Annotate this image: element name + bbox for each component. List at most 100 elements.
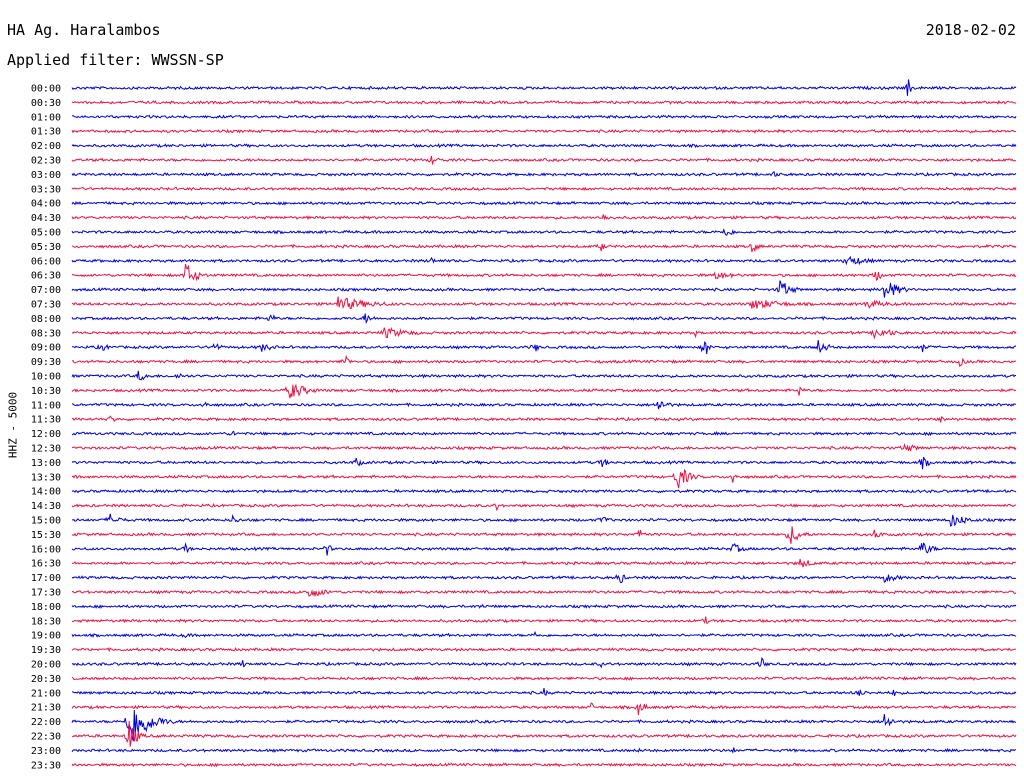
row-time-label: 12:30	[31, 444, 61, 455]
row-time-label: 02:00	[31, 141, 61, 152]
row-time-label: 01:30	[31, 127, 61, 138]
row-time-label: 21:00	[31, 688, 61, 699]
row-time-label: 22:00	[31, 717, 61, 728]
trace-row	[71, 79, 1017, 96]
row-time-label: 02:30	[31, 156, 61, 167]
row-time-label: 07:30	[31, 300, 61, 311]
trace-row	[71, 255, 1017, 266]
row-time-label: 14:00	[31, 487, 61, 498]
row-time-label: 19:30	[31, 645, 61, 656]
trace-row	[71, 383, 1017, 399]
trace-row	[71, 263, 1017, 282]
row-time-label: 23:30	[31, 760, 61, 771]
trace-row	[71, 630, 1017, 639]
row-time-label: 15:00	[31, 516, 61, 527]
row-time-label: 09:00	[31, 343, 61, 354]
trace-row	[71, 647, 1017, 653]
station-title: HA Ag. Haralambos	[7, 21, 161, 39]
trace-row	[71, 558, 1017, 568]
row-time-label: 17:30	[31, 588, 61, 599]
row-time-label: 18:30	[31, 616, 61, 627]
row-time-label: 18:00	[31, 602, 61, 613]
trace-row	[71, 200, 1017, 206]
row-time-label: 05:00	[31, 228, 61, 239]
filter-label: Applied filter: WWSSN-SP	[7, 51, 224, 69]
trace-row	[71, 327, 1017, 340]
trace-row	[71, 228, 1017, 236]
row-time-label: 04:30	[31, 213, 61, 224]
trace-row	[71, 280, 1017, 298]
trace-row	[71, 415, 1017, 423]
trace-row	[71, 340, 1017, 354]
trace-row	[71, 170, 1017, 177]
trace-row	[71, 616, 1017, 624]
trace-row	[71, 296, 1017, 310]
trace-row	[71, 709, 1016, 742]
trace-row	[71, 747, 1017, 754]
row-time-label: 07:00	[31, 285, 61, 296]
row-time-label: 10:30	[31, 386, 61, 397]
trace-row	[72, 720, 1017, 747]
row-time-label: 09:30	[31, 357, 61, 368]
trace-row	[71, 657, 1017, 669]
row-time-label: 12:00	[31, 429, 61, 440]
row-time-label: 20:00	[31, 660, 61, 671]
row-time-label: 13:30	[31, 472, 61, 483]
trace-row	[71, 468, 1017, 489]
trace-row	[71, 702, 1017, 716]
row-time-label: 10:00	[31, 372, 61, 383]
row-time-label: 06:00	[31, 256, 61, 267]
row-time-label: 16:30	[31, 559, 61, 570]
row-time-label: 00:00	[31, 84, 61, 95]
trace-row	[71, 401, 1017, 410]
row-time-label: 15:30	[31, 530, 61, 541]
trace-row	[72, 513, 1017, 527]
row-time-label: 00:30	[31, 98, 61, 109]
trace-row	[72, 688, 1017, 697]
trace-row	[71, 243, 1017, 253]
row-time-label: 06:30	[31, 271, 61, 282]
row-time-label: 13:00	[31, 458, 61, 469]
trace-row	[71, 456, 1017, 470]
row-time-label: 11:30	[31, 415, 61, 426]
trace-row	[71, 762, 1017, 768]
row-time-label: 01:00	[31, 112, 61, 123]
trace-row	[71, 443, 1017, 452]
trace-row	[71, 354, 1017, 368]
trace-row	[71, 430, 1017, 437]
trace-row	[71, 526, 1017, 544]
row-time-label: 19:00	[31, 631, 61, 642]
row-time-label: 08:00	[31, 314, 61, 325]
row-time-label: 03:30	[31, 184, 61, 195]
row-time-label: 11:00	[31, 400, 61, 411]
row-time-label: 16:00	[31, 544, 61, 555]
trace-row	[71, 143, 1017, 149]
trace-row	[71, 114, 1017, 120]
row-time-label: 03:00	[31, 170, 61, 181]
row-time-label: 14:30	[31, 501, 61, 512]
trace-row	[71, 574, 1017, 584]
row-time-label: 17:00	[31, 573, 61, 584]
trace-row	[71, 313, 1017, 325]
trace-row	[71, 502, 1017, 512]
trace-row	[71, 370, 1017, 381]
trace-row	[71, 675, 1017, 681]
trace-row	[71, 588, 1017, 597]
row-time-label: 21:30	[31, 703, 61, 714]
trace-row	[71, 155, 1017, 165]
trace-row	[71, 603, 1017, 609]
row-time-label: 04:00	[31, 199, 61, 210]
row-time-label: 05:30	[31, 242, 61, 253]
row-time-label: 20:30	[31, 674, 61, 685]
row-time-label: 22:30	[31, 732, 61, 743]
trace-row	[71, 214, 1017, 221]
trace-row	[71, 542, 1017, 556]
trace-row	[71, 128, 1017, 134]
trace-row	[71, 99, 1017, 105]
trace-row	[71, 186, 1017, 192]
row-time-label: 23:00	[31, 746, 61, 757]
trace-row	[71, 488, 1017, 494]
record-date: 2018-02-02	[925, 21, 1016, 39]
row-time-label: 08:30	[31, 328, 61, 339]
